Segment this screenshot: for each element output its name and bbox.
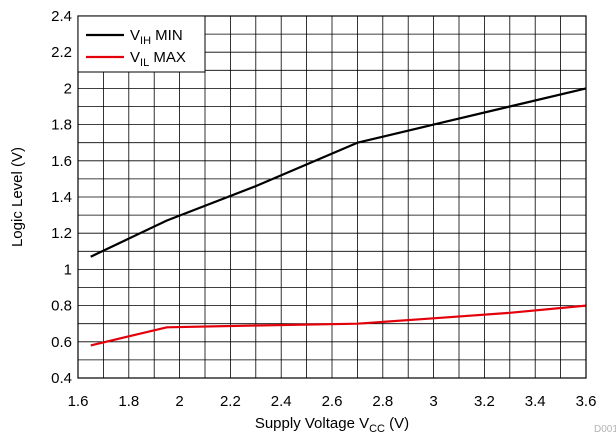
y-axis-ticks: 0.4 0.6 0.8 1 1.2 1.4 1.6 1.8 2 2.2 2.4 [51, 8, 72, 387]
figure-id-watermark: D001 [594, 424, 616, 434]
legend-label-ih: VIH MIN [130, 27, 183, 47]
y-tick-label: 0.8 [51, 298, 72, 315]
legend-label-il: VIL MAX [130, 49, 186, 69]
x-axis-label: Supply Voltage VCC (V) [255, 415, 409, 434]
x-tick-label: 1.8 [118, 393, 139, 410]
y-tick-label: 1.6 [51, 153, 72, 170]
x-axis-label-main: Supply Voltage V [255, 415, 369, 432]
x-tick-label: 3.2 [474, 393, 495, 410]
x-axis-label-unit: (V) [385, 415, 409, 432]
x-tick-label: 3.4 [525, 393, 546, 410]
x-tick-label: 2.4 [271, 393, 292, 410]
series-line-ih [90, 87, 587, 258]
x-tick-label: 3.6 [576, 393, 597, 410]
y-tick-label: 2.2 [51, 44, 72, 61]
series-line-il [90, 304, 587, 347]
x-axis-ticks: 1.6 1.8 2 2.2 2.4 2.6 2.8 3 3.2 3.4 3.6 [68, 393, 597, 410]
y-tick-label: 0.4 [51, 370, 72, 387]
x-tick-label: 2 [175, 393, 183, 410]
y-tick-label: 1.4 [51, 189, 72, 206]
y-tick-label: 1.2 [51, 225, 72, 242]
y-tick-label: 2 [64, 80, 72, 97]
y-tick-label: 2.4 [51, 8, 72, 25]
y-tick-label: 0.6 [51, 334, 72, 351]
x-tick-label: 1.6 [68, 393, 89, 410]
x-tick-label: 2.8 [372, 393, 393, 410]
y-tick-label: 1.8 [51, 117, 72, 134]
x-tick-label: 3 [429, 393, 437, 410]
plot-frame [77, 15, 587, 379]
x-axis-label-sub: CC [369, 423, 385, 434]
y-axis-label: Logic Level (V) [9, 147, 26, 247]
y-tick-label: 1 [64, 261, 72, 278]
x-tick-label: 2.2 [220, 393, 241, 410]
series-layer [90, 87, 587, 347]
legend-box [77, 15, 206, 73]
x-tick-label: 2.6 [322, 393, 343, 410]
